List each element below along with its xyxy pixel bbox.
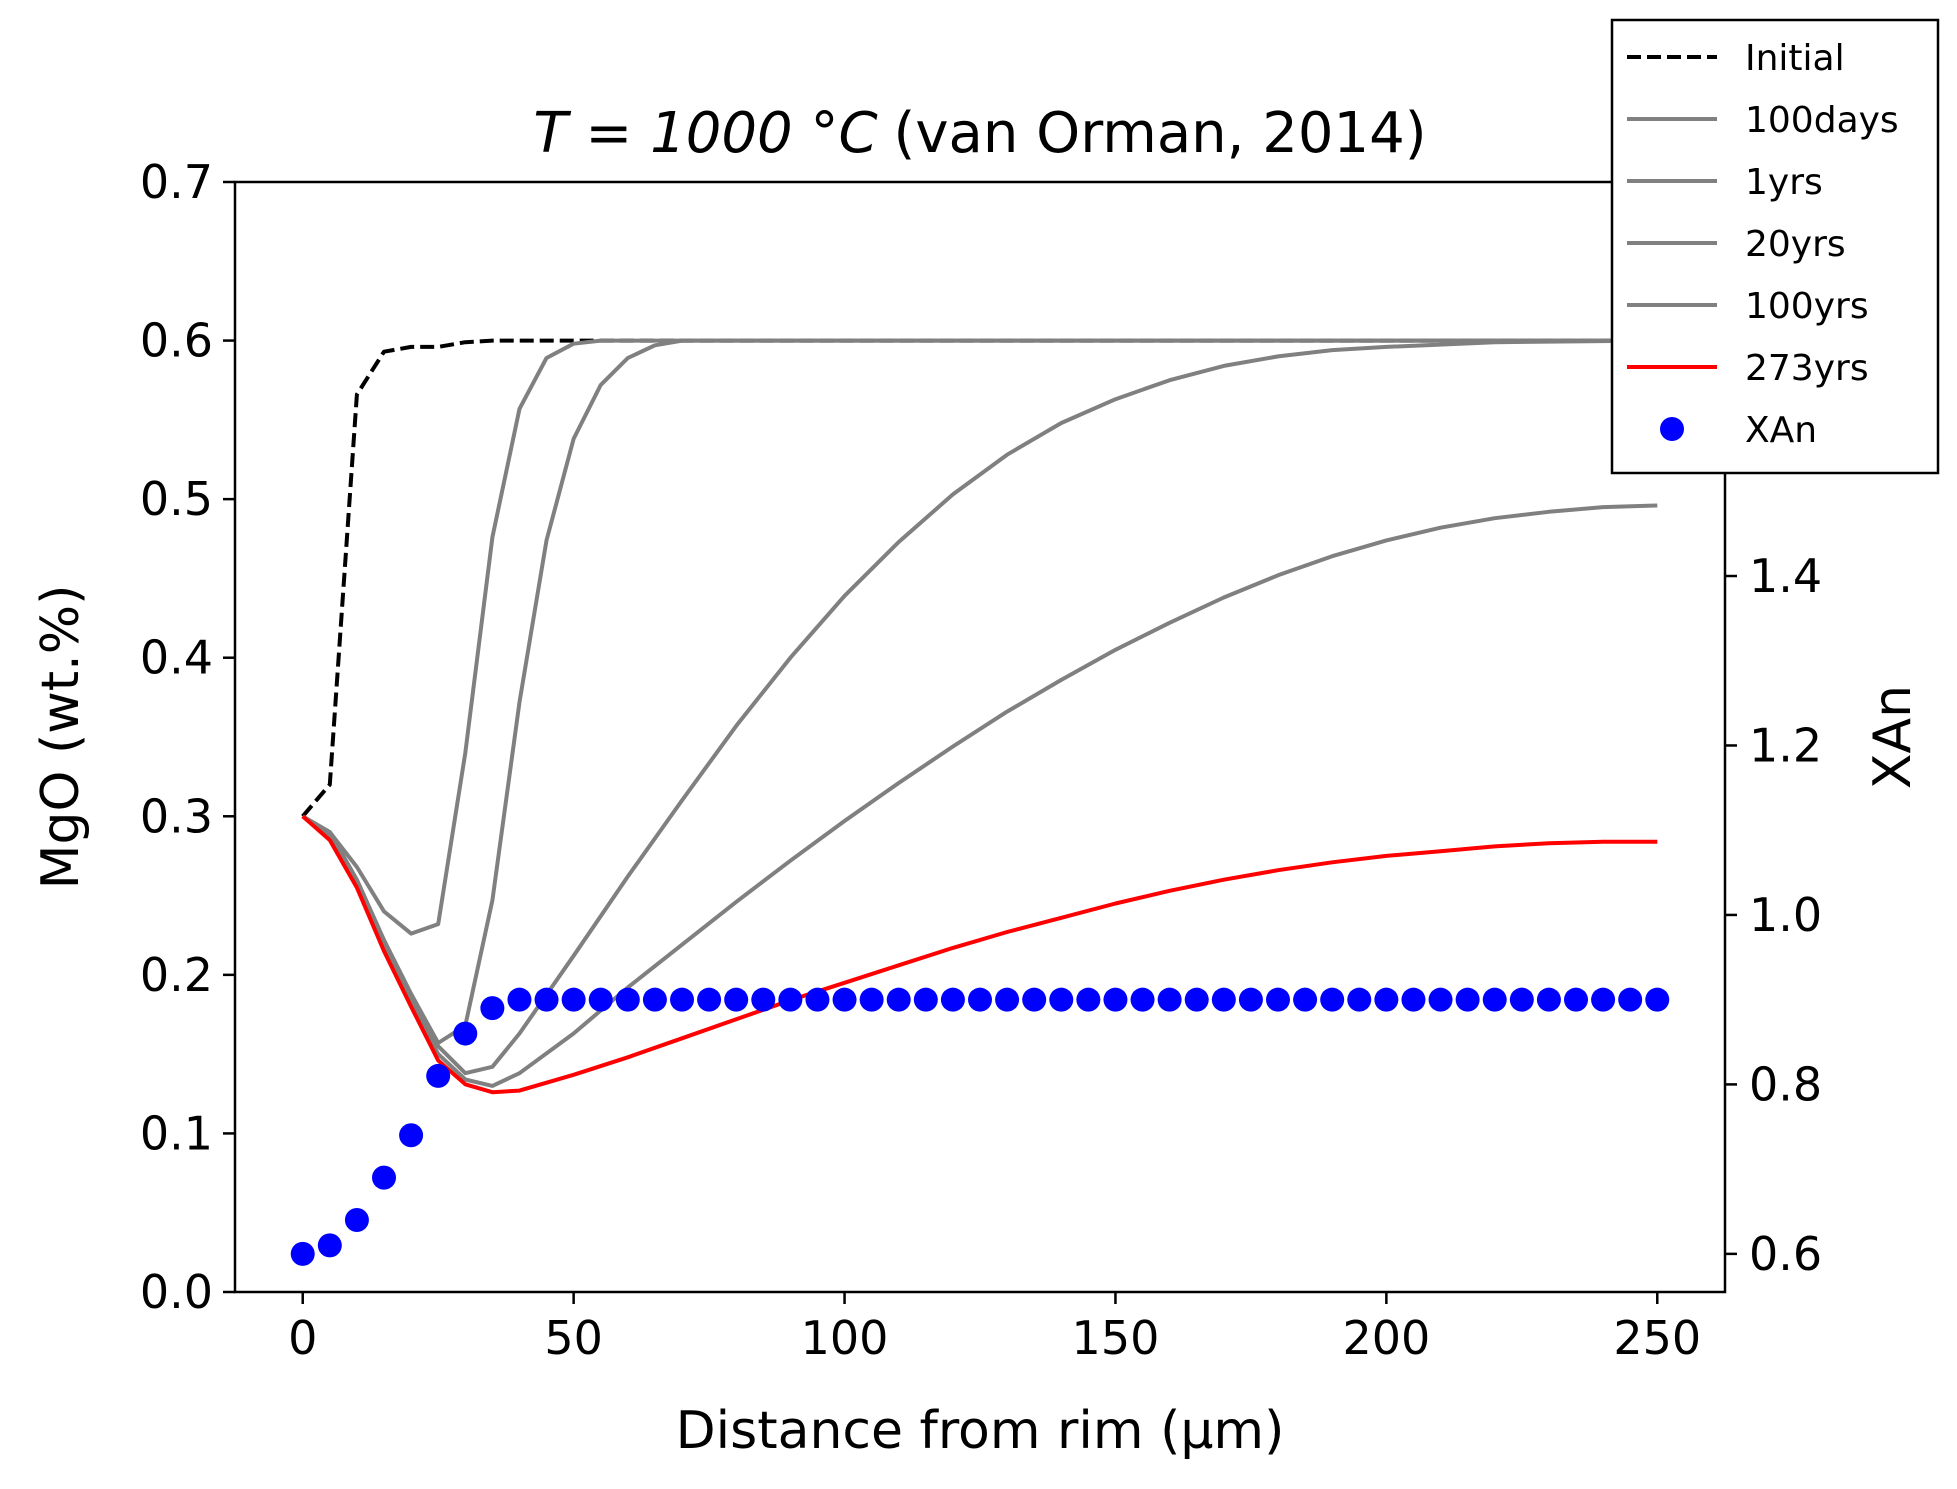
xan-point [1266, 987, 1290, 1012]
xan-point [1564, 987, 1588, 1012]
series-line-20yrs [301, 338, 1658, 1076]
xan-point [751, 987, 776, 1012]
xan-point [670, 987, 694, 1012]
xan-point [453, 1021, 478, 1046]
xan-point [1130, 987, 1155, 1012]
y2-tick-label: 0.8 [1749, 1057, 1822, 1111]
legend-label-xan: XAn [1745, 410, 1817, 451]
x-axis-label: Distance from rim (μm) [676, 1401, 1285, 1461]
xan-point [344, 1207, 369, 1232]
xan-point [317, 1233, 342, 1258]
xan-point [697, 987, 722, 1012]
xan-point [859, 987, 884, 1012]
xan-point [399, 1123, 424, 1148]
legend-label-273yrs: 273yrs [1745, 348, 1869, 389]
x-axis: 0 50 100 150 200 250 [288, 1292, 1701, 1365]
xan-point [561, 987, 586, 1012]
xan-point [1049, 987, 1074, 1012]
xan-point [968, 987, 992, 1012]
xan-point [1184, 987, 1209, 1012]
xan-point [1076, 987, 1101, 1012]
legend-label-20yrs: 20yrs [1745, 224, 1846, 265]
xan-point [1536, 987, 1561, 1012]
x-tick-label: 0 [288, 1311, 317, 1365]
xan-point [615, 987, 640, 1012]
xan-point [995, 987, 1020, 1012]
title-math: T = 1000 °C [533, 101, 877, 166]
xan-point [1374, 987, 1399, 1012]
legend-label-100days: 100days [1745, 100, 1899, 141]
series-line-100yrs [301, 503, 1658, 1088]
xan-point [1591, 987, 1616, 1012]
xan-point [372, 1165, 396, 1190]
xan-point [507, 987, 532, 1012]
xan-point [805, 987, 830, 1012]
y-tick-label: 0.1 [140, 1106, 213, 1160]
xan-point [1157, 987, 1182, 1012]
y2-tick-label: 1.2 [1749, 718, 1822, 772]
chart-title: T = 1000 °C (van Orman, 2014) [533, 101, 1426, 166]
xan-point [940, 987, 965, 1012]
legend-box [1610, 18, 1940, 475]
y-axis-left: 0.0 0.1 0.2 0.3 0.4 0.5 0.6 0.7 [140, 155, 235, 1319]
y-axis-label: MgO (wt.%) [31, 585, 91, 890]
xan-point [913, 987, 938, 1012]
y2-axis-label: XAn [1863, 685, 1923, 789]
xan-point [1509, 987, 1534, 1012]
y2-tick-label: 0.6 [1749, 1227, 1822, 1281]
y-axis-right: 0.60.81.01.21.41.6 [1725, 380, 1822, 1281]
series-line-initial [301, 338, 1658, 818]
y-tick-label: 0.7 [140, 155, 213, 209]
xan-point [290, 1241, 315, 1266]
xan-point [1320, 987, 1345, 1012]
xan-point [1293, 987, 1318, 1012]
title-text: (van Orman, 2014) [894, 101, 1427, 166]
y-tick-label: 0.3 [140, 789, 213, 843]
xan-point [534, 987, 559, 1012]
xan-point [1645, 987, 1670, 1012]
y-tick-label: 0.6 [140, 314, 213, 368]
xan-point [1211, 987, 1236, 1012]
xan-point [426, 1063, 451, 1088]
xan-point [886, 987, 911, 1012]
legend: Initial 100days 1yrs 20yrs 100yrs 273yrs XAn [1610, 18, 1940, 475]
x-tick-label: 50 [544, 1311, 603, 1365]
series-line-1yrs [301, 338, 1658, 1045]
series-line-100days [301, 338, 1658, 936]
xan-point [1618, 987, 1643, 1012]
xan-point [1455, 987, 1480, 1012]
xan-point [832, 987, 857, 1012]
xan-point [778, 987, 803, 1012]
x-tick-label: 250 [1613, 1311, 1701, 1365]
y-tick-label: 0.4 [140, 631, 213, 685]
xan-point [642, 987, 667, 1012]
xan-point [1401, 987, 1426, 1012]
legend-marker-xan [1660, 417, 1684, 441]
xan-point [724, 987, 749, 1012]
legend-label-100yrs: 100yrs [1745, 286, 1869, 327]
xan-point [480, 996, 505, 1021]
xan-point [1428, 987, 1453, 1012]
xan-point [1103, 987, 1128, 1012]
plot-frame [233, 180, 1727, 1294]
xan-point [1238, 987, 1263, 1012]
y-tick-label: 0.0 [140, 1265, 213, 1319]
xan-point [588, 987, 613, 1012]
xan-point [1347, 987, 1372, 1012]
series-line-273yrs [301, 814, 1658, 1095]
y2-tick-label: 1.4 [1749, 549, 1822, 603]
x-tick-label: 100 [801, 1311, 889, 1365]
y2-tick-label: 1.0 [1749, 888, 1822, 942]
y-tick-label: 0.2 [140, 948, 213, 1002]
series-layer [301, 338, 1658, 1095]
marker-layer [290, 987, 1670, 1266]
x-tick-label: 150 [1072, 1311, 1160, 1365]
xan-point [1022, 987, 1047, 1012]
y-tick-label: 0.5 [140, 472, 213, 526]
xan-point [1482, 987, 1507, 1012]
legend-label-1yrs: 1yrs [1745, 162, 1823, 203]
legend-label-initial: Initial [1745, 38, 1845, 79]
x-tick-label: 200 [1342, 1311, 1430, 1365]
